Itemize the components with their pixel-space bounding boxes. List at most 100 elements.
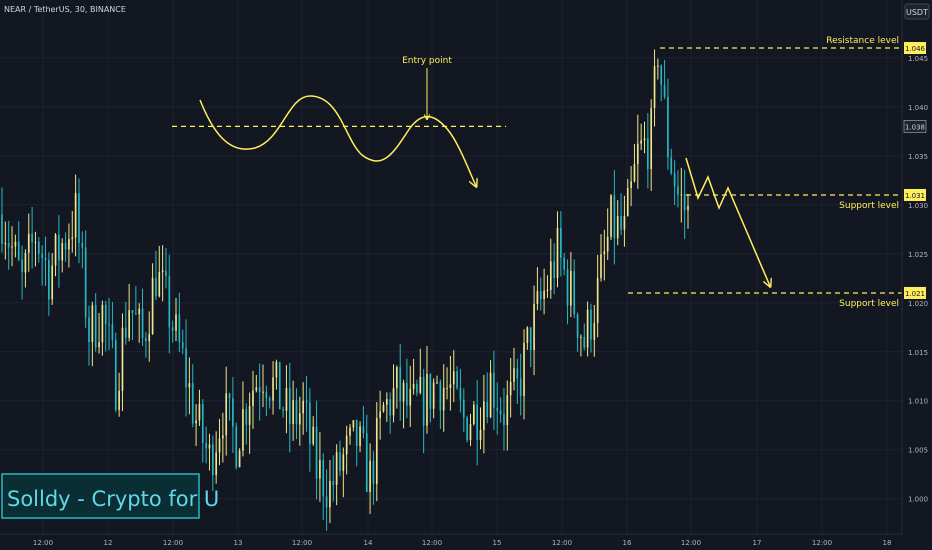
- candle-up: [630, 181, 632, 189]
- y-tick-label: 1.030: [908, 202, 928, 210]
- projection-path: [685, 157, 770, 286]
- candle-down: [84, 247, 87, 318]
- candle-up: [636, 143, 639, 165]
- candle-up: [329, 480, 331, 508]
- candle-down: [583, 337, 586, 348]
- currency-badge[interactable]: USDT: [906, 8, 928, 17]
- candle-up: [34, 241, 37, 243]
- candle-down: [88, 317, 90, 343]
- candle-down: [362, 426, 365, 434]
- candle-up: [262, 391, 264, 393]
- y-tick-label: 1.035: [908, 153, 928, 161]
- candle-down: [245, 409, 248, 425]
- candle-up: [352, 420, 355, 428]
- y-tick-label: 1.005: [908, 447, 928, 455]
- levels-layer: Resistance level Support level Support lev…: [172, 36, 902, 309]
- candle-up: [626, 188, 629, 216]
- candle-up: [369, 460, 371, 492]
- entry-point-label: Entry point: [402, 56, 452, 66]
- candle-down: [155, 277, 157, 297]
- y-tick-label: 1.045: [908, 55, 928, 63]
- candle-up: [523, 342, 525, 397]
- candle-down: [191, 383, 194, 424]
- candle-down: [663, 84, 666, 97]
- x-tick-label: 15: [493, 539, 502, 547]
- currency-badge-bg[interactable]: [904, 3, 930, 20]
- candle-down: [1, 214, 3, 244]
- candle-up: [198, 403, 201, 421]
- candle-up: [509, 381, 512, 396]
- candle-up: [302, 400, 305, 414]
- candle-up: [469, 424, 472, 441]
- candle-up: [175, 314, 177, 331]
- candle-down: [7, 243, 10, 248]
- candle-down: [228, 393, 231, 399]
- candle-down: [124, 327, 127, 338]
- candle-down: [21, 259, 23, 273]
- candle-up: [61, 243, 64, 261]
- price-axis[interactable]: 1.000 1.005 1.010 1.015 1.020 1.025 1.030 1.035…: [908, 55, 928, 504]
- candle-up: [382, 404, 385, 412]
- candle-down: [171, 327, 174, 331]
- candle-up: [218, 438, 221, 453]
- candle-up: [68, 239, 70, 250]
- candle-down: [282, 409, 284, 411]
- candle-up: [128, 310, 130, 338]
- candle-up: [586, 309, 589, 348]
- candle-up: [640, 140, 642, 144]
- candle-up: [238, 450, 241, 468]
- y-tick-label: 1.025: [908, 251, 928, 259]
- candle-down: [647, 138, 649, 170]
- x-tick-label: 12:00: [552, 539, 572, 547]
- candle-down: [339, 452, 341, 471]
- candle-down: [456, 371, 458, 388]
- candle-up: [603, 251, 606, 255]
- candles-layer: [1, 49, 689, 531]
- candle-up: [392, 388, 395, 416]
- candle-down: [201, 403, 204, 444]
- candle-down: [325, 496, 328, 508]
- candle-down: [516, 368, 519, 379]
- candle-down: [406, 382, 408, 406]
- level-label: Support level: [839, 299, 899, 309]
- candle-up: [188, 383, 191, 388]
- candle-up: [275, 361, 278, 378]
- symbol-title: NEAR / TetherUS, 30, BINANCE: [4, 5, 126, 14]
- entry-price-tag: [903, 120, 927, 133]
- candle-up: [472, 404, 475, 425]
- candle-up: [248, 406, 251, 425]
- candle-up: [426, 374, 428, 426]
- candle-up: [121, 327, 124, 391]
- candle-down: [459, 387, 462, 400]
- x-tick-label: 12:00: [422, 539, 442, 547]
- candle-down: [131, 310, 134, 314]
- candle-down: [389, 398, 392, 416]
- candle-down: [44, 257, 47, 261]
- candle-down: [660, 65, 663, 85]
- candle-up: [71, 237, 74, 240]
- y-tick-label: 1.020: [908, 300, 928, 308]
- candle-down: [165, 270, 167, 277]
- candle-down: [553, 261, 555, 278]
- candle-up: [402, 382, 405, 402]
- candle-down: [493, 372, 495, 408]
- candle-down: [135, 313, 137, 315]
- candle-up: [412, 384, 415, 390]
- candle-down: [41, 253, 43, 258]
- candle-up: [436, 382, 438, 384]
- candle-down: [178, 314, 181, 343]
- price-tags: 1.046 1.031 1.021 1.038: [903, 42, 927, 299]
- candle-up: [533, 304, 535, 351]
- candle-down: [114, 340, 117, 410]
- candle-down: [111, 324, 114, 341]
- candle-up: [208, 444, 211, 449]
- x-tick-label: 12:00: [812, 539, 832, 547]
- candle-down: [211, 444, 214, 476]
- candle-down: [620, 216, 622, 230]
- candle-up: [442, 387, 445, 411]
- candle-down: [64, 243, 67, 250]
- level-price-tag: [904, 188, 926, 201]
- time-axis[interactable]: 12:00 12 12:00 13 12:00 14 12:00 15 12:00 16 12:00…: [33, 539, 892, 547]
